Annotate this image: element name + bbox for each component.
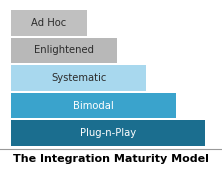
Text: Bimodal: Bimodal bbox=[73, 100, 114, 111]
Text: Ad Hoc: Ad Hoc bbox=[32, 18, 67, 28]
FancyBboxPatch shape bbox=[11, 65, 146, 91]
Text: Enlightened: Enlightened bbox=[34, 45, 94, 55]
FancyBboxPatch shape bbox=[11, 10, 87, 36]
Text: Systematic: Systematic bbox=[51, 73, 106, 83]
FancyBboxPatch shape bbox=[11, 120, 205, 146]
Text: Plug-n-Play: Plug-n-Play bbox=[80, 128, 136, 138]
FancyBboxPatch shape bbox=[11, 37, 117, 63]
FancyBboxPatch shape bbox=[11, 93, 176, 118]
Text: The Integration Maturity Model: The Integration Maturity Model bbox=[13, 154, 209, 164]
